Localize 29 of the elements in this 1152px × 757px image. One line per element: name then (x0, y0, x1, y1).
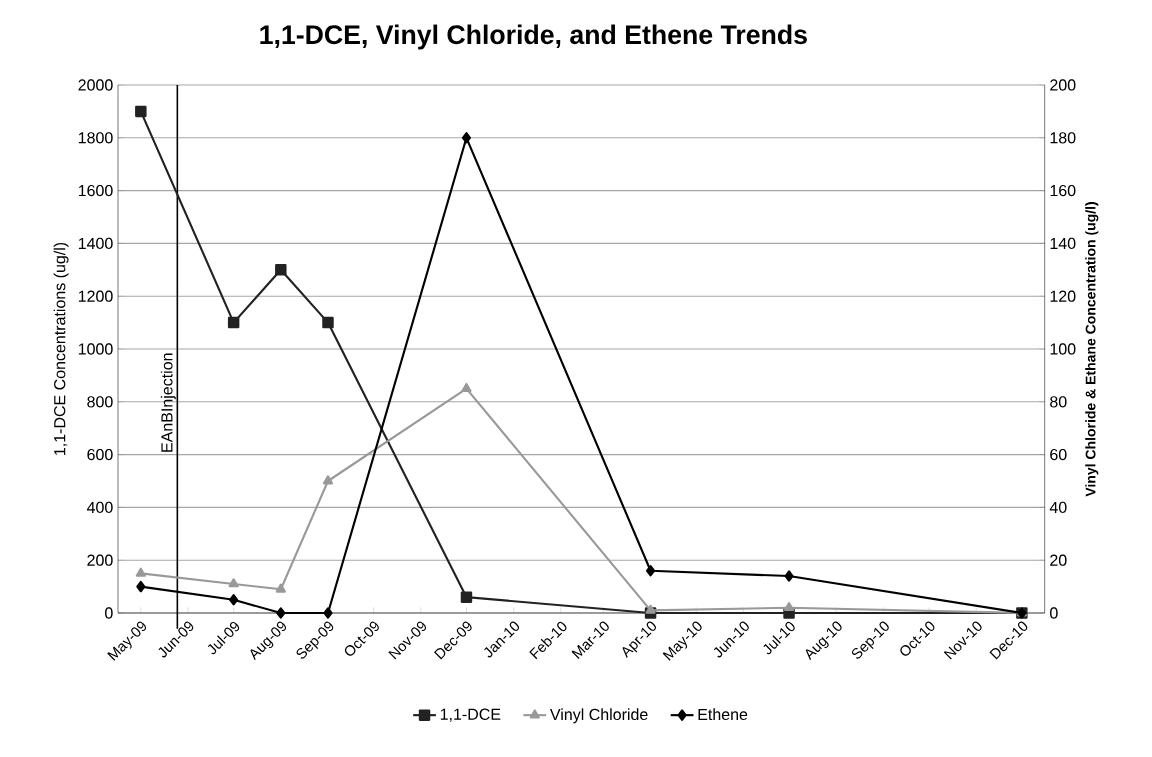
legend-label: Ethene (698, 708, 748, 721)
y2-tick-label: 20 (1050, 554, 1067, 566)
y-tick-label: 600 (87, 448, 113, 461)
y2-tick-label: 0 (1050, 607, 1058, 619)
y2-tick-label: 40 (1049, 501, 1067, 514)
y2-tick-label: 120 (1050, 290, 1076, 302)
y2-tick-label: 200 (1050, 79, 1076, 91)
legend-label: Vinyl Chloride (549, 708, 648, 724)
y-tick-label: 1200 (78, 290, 113, 302)
y-tick-label: 1600 (78, 184, 113, 197)
y-tick-label: 200 (87, 554, 113, 566)
y2-tick-label: 80 (1050, 396, 1067, 408)
y-tick-label: 2000 (78, 79, 113, 91)
y-tick-label: 800 (87, 396, 113, 408)
y2-tick-label: 60 (1050, 448, 1067, 461)
y2-tick-label: 160 (1050, 184, 1076, 197)
ref-line-label: EAnBInjection (160, 353, 176, 452)
y2-axis-title: Vinyl Chloride & Ethane Concentration (ug/l) (1085, 202, 1099, 497)
y-tick-label: 1800 (78, 132, 113, 144)
y2-tick-label: 100 (1050, 343, 1076, 355)
y-tick-label: 1000 (78, 343, 113, 355)
chart-title: 1,1-DCE, Vinyl Chloride, and Ethene Trends (260, 24, 807, 50)
y-tick-label: 1400 (78, 237, 113, 250)
y2-tick-label: 180 (1050, 132, 1076, 144)
y-tick-label: 400 (86, 501, 113, 514)
legend-label: 1,1-DCE (440, 708, 501, 722)
y-axis-title: 1,1-DCE Concentrations (ug/l) (53, 242, 69, 455)
y2-tick-label: 140 (1050, 237, 1076, 250)
y-tick-label: 0 (105, 607, 113, 619)
